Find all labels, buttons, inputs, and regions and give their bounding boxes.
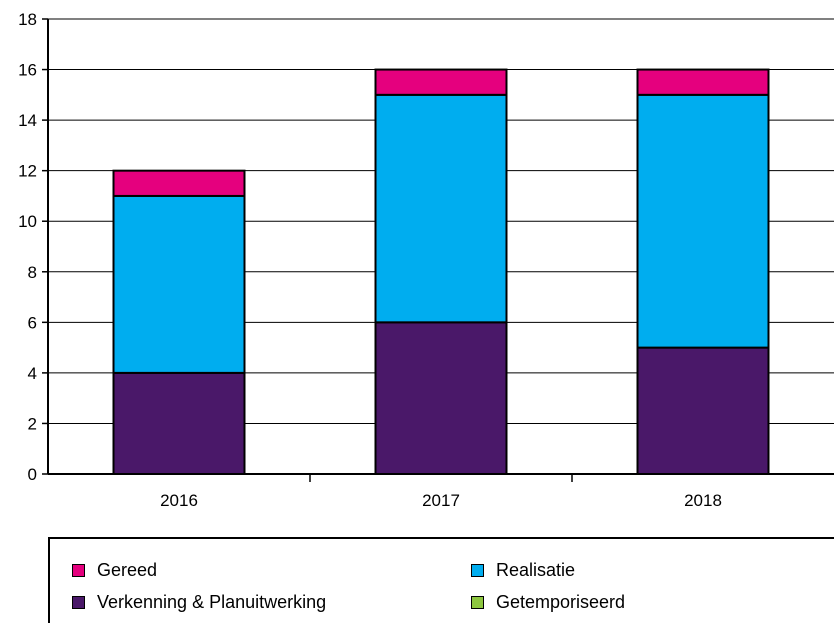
y-tick-label: 18 — [18, 10, 37, 29]
legend-swatch-realisatie — [471, 563, 484, 577]
tick-labels: 0 2 4 6 8 10 12 14 16 18 2016 2017 2018 — [18, 10, 722, 510]
y-tick-label: 14 — [18, 111, 37, 130]
legend-swatch-verkenning — [72, 595, 85, 609]
legend-swatch-gereed — [72, 563, 85, 577]
y-tick-label: 6 — [28, 313, 37, 332]
bar-verkenning-planuitwerking-2016 — [112, 371, 246, 475]
chart: 0 2 4 6 8 10 12 14 16 18 2016 2017 2018 — [18, 10, 834, 510]
bar-realisatie-2017 — [374, 93, 508, 324]
bars — [112, 68, 770, 476]
y-tick-label: 10 — [18, 212, 37, 231]
legend-label-gereed: Gereed — [97, 560, 158, 580]
y-tick-label: 16 — [18, 61, 37, 80]
y-tick-label: 2 — [28, 414, 37, 433]
y-tick-label: 8 — [28, 263, 37, 282]
legend-label-realisatie: Realisatie — [496, 560, 576, 580]
bar-gereed-2018 — [636, 68, 770, 96]
y-tick-label: 4 — [28, 364, 37, 383]
legend-swatch-getemporiseerd — [471, 595, 484, 609]
bar-realisatie-2018 — [636, 93, 770, 349]
legend-item-verkenning: Verkenning & Planuitwerking — [72, 592, 326, 612]
legend-label-verkenning: Verkenning & Planuitwerking — [97, 592, 327, 612]
legend-item-gereed: Gereed — [72, 560, 157, 580]
bar-gereed-2016 — [112, 169, 246, 197]
x-tick-label: 2017 — [422, 491, 460, 510]
legend: Gereed Realisatie Verkenning & Planuitwe… — [48, 537, 834, 623]
bar-verkenning-planuitwerking-2017 — [374, 321, 508, 476]
y-tick-label: 0 — [28, 465, 37, 484]
bar-realisatie-2016 — [112, 194, 246, 374]
y-tick-label: 12 — [18, 162, 37, 181]
legend-item-getemporiseerd: Getemporiseerd — [471, 592, 625, 612]
legend-item-realisatie: Realisatie — [471, 560, 575, 580]
legend-label-getemporiseerd: Getemporiseerd — [496, 592, 626, 612]
x-tick-label: 2016 — [160, 491, 198, 510]
x-tick-label: 2018 — [684, 491, 722, 510]
axes — [42, 18, 834, 482]
bar-verkenning-planuitwerking-2018 — [636, 346, 770, 475]
bar-gereed-2017 — [374, 68, 508, 96]
